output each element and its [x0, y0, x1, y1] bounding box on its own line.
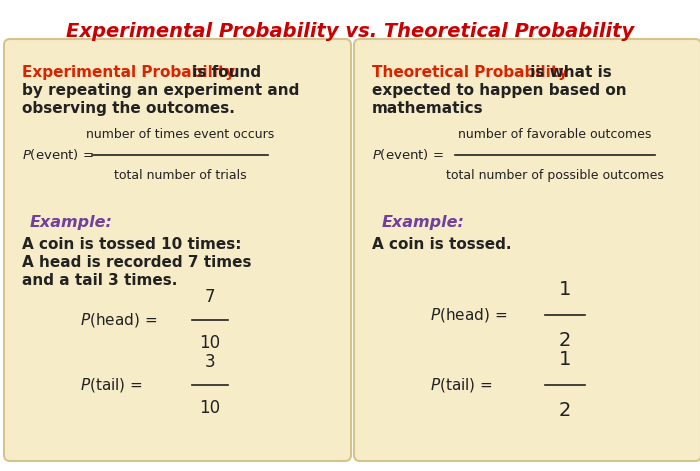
Text: Experimental Probability vs. Theoretical Probability: Experimental Probability vs. Theoretical… — [66, 22, 634, 41]
Text: is found: is found — [187, 65, 261, 80]
FancyBboxPatch shape — [4, 39, 351, 461]
Text: Theoretical Probability: Theoretical Probability — [372, 65, 568, 80]
FancyBboxPatch shape — [354, 39, 700, 461]
Text: Experimental Probability: Experimental Probability — [22, 65, 235, 80]
Text: 10: 10 — [199, 334, 220, 352]
Text: total number of possible outcomes: total number of possible outcomes — [446, 169, 664, 182]
Text: A head is recorded 7 times: A head is recorded 7 times — [22, 255, 251, 270]
Text: mathematics: mathematics — [372, 101, 484, 116]
Text: $\it{P}$(head) =: $\it{P}$(head) = — [430, 306, 507, 324]
Text: 1: 1 — [559, 280, 571, 299]
Text: total number of trials: total number of trials — [113, 169, 246, 182]
Text: 2: 2 — [559, 401, 571, 420]
Text: expected to happen based on: expected to happen based on — [372, 83, 626, 98]
Text: number of times event occurs: number of times event occurs — [86, 128, 274, 141]
Text: Example:: Example: — [382, 215, 465, 230]
Text: 7: 7 — [204, 288, 216, 306]
Text: $\it{P}$(event) =: $\it{P}$(event) = — [22, 147, 94, 162]
Text: 2: 2 — [559, 331, 571, 350]
Text: is what is: is what is — [525, 65, 612, 80]
Text: number of favorable outcomes: number of favorable outcomes — [458, 128, 652, 141]
Text: Example:: Example: — [30, 215, 113, 230]
Text: 3: 3 — [204, 353, 216, 371]
Text: and a tail 3 times.: and a tail 3 times. — [22, 273, 177, 288]
Text: 1: 1 — [559, 350, 571, 369]
Text: observing the outcomes.: observing the outcomes. — [22, 101, 235, 116]
Text: 10: 10 — [199, 399, 220, 417]
Text: $\it{P}$(head) =: $\it{P}$(head) = — [80, 311, 157, 329]
Text: $\it{P}$(event) =: $\it{P}$(event) = — [372, 147, 444, 162]
Text: $\it{P}$(tail) =: $\it{P}$(tail) = — [80, 376, 143, 394]
Text: A coin is tossed 10 times:: A coin is tossed 10 times: — [22, 237, 241, 252]
Text: A coin is tossed.: A coin is tossed. — [372, 237, 512, 252]
Text: $\it{P}$(tail) =: $\it{P}$(tail) = — [430, 376, 493, 394]
Text: by repeating an experiment and: by repeating an experiment and — [22, 83, 300, 98]
